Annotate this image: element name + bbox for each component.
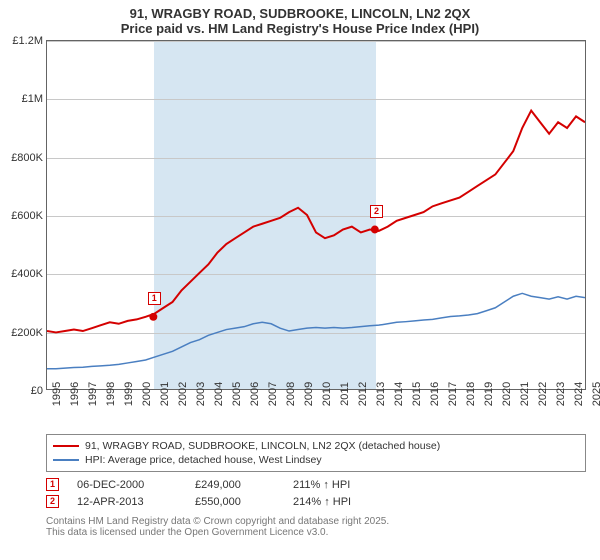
legend-item: HPI: Average price, detached house, West… <box>53 453 579 467</box>
y-tick-label: £1M <box>1 93 43 105</box>
event-row: 2 12-APR-2013 £550,000 214% ↑ HPI <box>46 493 586 510</box>
event-marker: 2 <box>46 495 59 508</box>
x-tick-label: 2019 <box>483 382 495 406</box>
y-tick-label: £200K <box>1 327 43 339</box>
x-tick-label: 2014 <box>393 382 405 406</box>
chart-subtitle: Price paid vs. HM Land Registry's House … <box>0 21 600 36</box>
x-tick-label: 2017 <box>447 382 459 406</box>
legend: 91, WRAGBY ROAD, SUDBROOKE, LINCOLN, LN2… <box>46 434 586 472</box>
legend-label: HPI: Average price, detached house, West… <box>85 454 322 466</box>
x-tick-label: 2013 <box>375 382 387 406</box>
x-tick-label: 2009 <box>303 382 315 406</box>
x-tick-label: 1997 <box>87 382 99 406</box>
event-date: 06-DEC-2000 <box>77 479 177 491</box>
plot-svg <box>47 41 585 389</box>
event-price: £249,000 <box>195 479 275 491</box>
x-tick-label: 2016 <box>429 382 441 406</box>
y-tick-label: £800K <box>1 152 43 164</box>
x-tick-label: 2003 <box>195 382 207 406</box>
x-tick-label: 2008 <box>285 382 297 406</box>
event-list: 1 06-DEC-2000 £249,000 211% ↑ HPI 2 12-APR-20… <box>46 476 586 510</box>
x-tick-label: 1999 <box>123 382 135 406</box>
legend-swatch <box>53 445 79 447</box>
x-tick-label: 2011 <box>339 382 351 406</box>
x-tick-label: 2022 <box>537 382 549 406</box>
x-tick-label: 1996 <box>69 382 81 406</box>
x-tick-label: 2012 <box>357 382 369 406</box>
footnote-line: This data is licensed under the Open Gov… <box>46 527 586 538</box>
event-row: 1 06-DEC-2000 £249,000 211% ↑ HPI <box>46 476 586 493</box>
x-tick-label: 2001 <box>159 382 171 406</box>
x-tick-label: 2002 <box>177 382 189 406</box>
y-tick-label: £600K <box>1 210 43 222</box>
event-hpi: 214% ↑ HPI <box>293 496 586 508</box>
title-block: 91, WRAGBY ROAD, SUDBROOKE, LINCOLN, LN2… <box>0 0 600 40</box>
event-dot <box>371 226 379 234</box>
x-tick-label: 2025 <box>591 382 600 406</box>
x-tick-label: 1998 <box>105 382 117 406</box>
legend-swatch <box>53 459 79 461</box>
chart-container: 91, WRAGBY ROAD, SUDBROOKE, LINCOLN, LN2… <box>0 0 600 560</box>
x-tick-label: 2006 <box>249 382 261 406</box>
x-tick-label: 2007 <box>267 382 279 406</box>
x-tick-label: 2000 <box>141 382 153 406</box>
chart-area: £0£200K£400K£600K£800K£1M£1.2M12 <box>46 40 586 390</box>
footnote-line: Contains HM Land Registry data © Crown c… <box>46 516 586 527</box>
y-tick-label: £400K <box>1 268 43 280</box>
event-dot <box>149 313 157 321</box>
series-line <box>47 293 585 368</box>
x-tick-label: 2024 <box>573 382 585 406</box>
event-price: £550,000 <box>195 496 275 508</box>
series-line <box>47 111 585 333</box>
x-tick-label: 2023 <box>555 382 567 406</box>
event-hpi: 211% ↑ HPI <box>293 479 586 491</box>
y-tick-label: £0 <box>1 385 43 397</box>
event-date: 12-APR-2013 <box>77 496 177 508</box>
x-tick-label: 2021 <box>519 382 531 406</box>
x-tick-label: 2005 <box>231 382 243 406</box>
x-axis-labels: 1995199619971998199920002001200220032004… <box>46 390 586 430</box>
x-tick-label: 2010 <box>321 382 333 406</box>
chart-title: 91, WRAGBY ROAD, SUDBROOKE, LINCOLN, LN2… <box>0 6 600 21</box>
legend-label: 91, WRAGBY ROAD, SUDBROOKE, LINCOLN, LN2… <box>85 440 440 452</box>
x-tick-label: 1995 <box>51 382 63 406</box>
event-marker-on-chart: 2 <box>370 205 383 218</box>
footnote: Contains HM Land Registry data © Crown c… <box>46 516 586 538</box>
x-tick-label: 2015 <box>411 382 423 406</box>
x-tick-label: 2020 <box>501 382 513 406</box>
legend-item: 91, WRAGBY ROAD, SUDBROOKE, LINCOLN, LN2… <box>53 439 579 453</box>
event-marker-on-chart: 1 <box>148 292 161 305</box>
event-marker: 1 <box>46 478 59 491</box>
x-tick-label: 2004 <box>213 382 225 406</box>
y-tick-label: £1.2M <box>1 35 43 47</box>
x-tick-label: 2018 <box>465 382 477 406</box>
